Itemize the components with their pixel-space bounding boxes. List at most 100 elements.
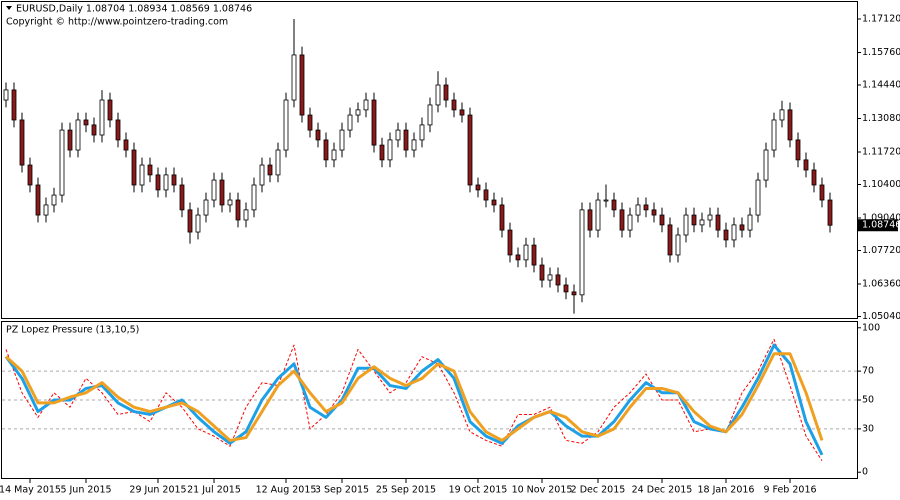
candle-body [683,214,689,236]
menu-triangle [6,6,12,10]
candle-body [515,254,521,261]
candle-body [611,199,617,211]
candle-body [659,214,665,226]
candle-body [259,164,265,186]
candle-body [595,199,601,231]
candle-body [355,109,361,116]
candle-body [75,119,81,151]
candle-body [715,214,721,231]
candle-body [587,209,593,231]
candle-body [83,119,89,126]
y-tick-label: 1.14440 [862,80,900,91]
candle-body [459,109,465,116]
chart-title: EURUSD,Daily 1.08704 1.08934 1.08569 1.0… [16,4,252,15]
candle-body [483,189,489,201]
candle-body [635,204,641,216]
candle-body [43,204,49,216]
candle-body [219,179,225,206]
y-tick-label: 1.11720 [862,146,900,157]
y-tick-label: 30 [862,423,874,434]
candle-body [803,159,809,171]
x-tick-label: 10 Nov 2015 [512,485,573,496]
candle-body [99,99,105,136]
indicator-title: PZ Lopez Pressure (13,10,5) [6,325,139,336]
x-tick-label: 3 Sep 2015 [315,485,369,496]
x-tick-label: 24 Dec 2015 [632,485,693,496]
candle-body [739,224,745,231]
candle-body [451,99,457,111]
candle-body [395,129,401,141]
candle-body [139,164,145,186]
candle-body [283,99,289,151]
y-tick-label: 1.05040 [862,311,900,322]
x-tick-label: 25 Sep 2015 [376,485,436,496]
candle-body [155,174,161,191]
candle-body [51,194,57,206]
candle-body [147,164,153,176]
candle-body [291,54,297,101]
candle-body [531,244,537,266]
indicator-line [4,343,824,456]
candle-body [819,184,825,201]
y-tick-label: 0 [862,467,868,478]
candle-body [523,244,529,261]
candle-body [227,199,233,206]
candle-body [699,219,705,226]
candle-body [235,199,241,221]
candle-body [419,124,425,141]
candle-body [179,184,185,211]
candle-body [123,139,129,151]
x-tick-label: 2 Dec 2015 [571,485,626,496]
x-tick-label: 5 Jun 2015 [60,485,111,496]
indicator-line [4,352,824,442]
candle-body [411,139,417,151]
candle-body [251,184,257,211]
last-price-box [858,219,898,232]
y-tick-label: 1.10400 [862,179,900,190]
candle-body [371,99,377,146]
candle-body [603,199,609,202]
candle-body [507,229,513,256]
x-tick-label: 18 Jan 2016 [698,485,755,496]
candle-body [747,214,753,231]
candle-body [643,204,649,211]
x-tick-label: 19 Oct 2015 [449,485,508,496]
candle-body [131,149,137,186]
candle-body [331,149,337,161]
candle-body [555,274,561,286]
candle-body [11,89,17,121]
candle-body [59,129,65,196]
candle-body [731,224,737,241]
candle-body [787,109,793,141]
y-tick-label: 1.13080 [862,113,900,124]
candle-body [187,209,193,233]
x-tick-label: 9 Feb 2016 [763,485,816,496]
candle-body [339,129,345,151]
candle-body [323,139,329,161]
candle-body [443,84,449,101]
candle-body [811,169,817,186]
y-tick-label: 1.09040 [862,213,900,224]
candle-body [19,119,25,166]
candle-body [27,164,33,186]
x-tick-label: 29 Jun 2015 [129,485,186,496]
candle-body [107,99,113,121]
candle-body [435,84,441,106]
candle-body [475,184,481,191]
price-panel [1,1,858,319]
candle-body [467,114,473,186]
candle-body [163,174,169,191]
candle-body [627,214,633,231]
candle-body [667,224,673,256]
candle-body [275,149,281,176]
y-tick-label: 1.06360 [862,279,900,290]
y-tick-label: 70 [862,366,874,377]
candle-body [3,89,9,101]
candle-body [795,139,801,161]
candle-body [299,54,305,116]
candle-body [307,114,313,131]
candle-body [651,209,657,216]
